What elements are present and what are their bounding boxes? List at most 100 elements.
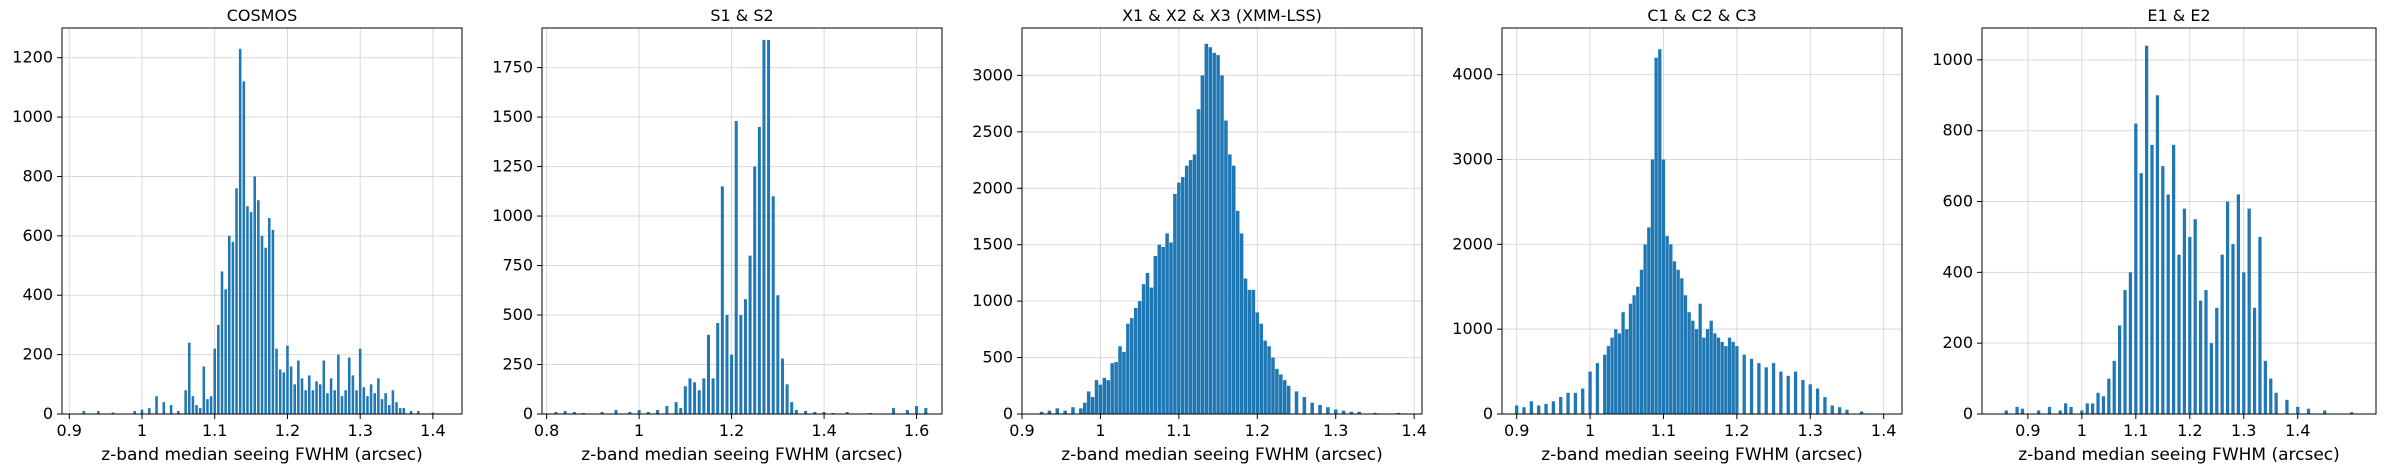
histogram-bar [1727, 337, 1732, 414]
histogram-bar [776, 295, 780, 414]
histogram-bar [282, 372, 286, 414]
histogram-bar [184, 390, 187, 414]
histogram-bar [1251, 289, 1256, 414]
histogram-bar [1126, 323, 1130, 414]
histogram-bar [1294, 391, 1299, 414]
histogram-bar [771, 196, 775, 414]
histogram-bar [891, 408, 895, 414]
histogram-bar [384, 393, 387, 414]
histogram-bar [1654, 57, 1658, 414]
histogram-bar [2258, 236, 2262, 414]
histogram-bar [905, 410, 909, 414]
histogram-bar [1529, 401, 1534, 414]
histogram-bar [2188, 236, 2192, 414]
histogram-bar [1133, 307, 1138, 414]
x-tick-label: 1.1 [2123, 421, 2148, 440]
histogram-bar [1181, 176, 1185, 414]
x-tick-label: 1 [1585, 421, 1595, 440]
histogram-bar [1086, 391, 1091, 414]
histogram-bar [1373, 412, 1377, 414]
histogram-bar [2350, 412, 2354, 414]
histogram-bar [1102, 377, 1107, 414]
histogram-bar [2274, 392, 2278, 414]
histogram-bar [1247, 289, 1252, 414]
histogram-bar [2204, 290, 2208, 414]
y-tick-label: 3000 [972, 65, 1013, 84]
histogram-bar [697, 390, 701, 414]
histogram-bar [329, 378, 333, 414]
histogram-bar [1094, 380, 1099, 414]
histogram-bar [1551, 401, 1556, 414]
histogram-bar [1071, 407, 1075, 414]
histogram-bar [1757, 363, 1761, 414]
histogram-bar [1603, 354, 1607, 414]
histogram-bar [1169, 242, 1173, 414]
histogram-bar [2004, 410, 2008, 414]
x-tick-label: 1.4 [1401, 421, 1426, 440]
histogram-bar [1153, 255, 1158, 414]
histogram-bar [1341, 410, 1346, 414]
y-tick-label: 1000 [972, 291, 1013, 310]
histogram-bar [794, 410, 798, 414]
histogram-bar [1537, 405, 1541, 414]
histogram-bar [1859, 411, 1864, 414]
histogram-bar [1118, 346, 1122, 414]
histogram-bar [1161, 246, 1165, 414]
histogram-bar [1625, 329, 1629, 414]
histogram-bar [683, 386, 687, 414]
histogram-bar [155, 396, 158, 414]
histogram-bar [1735, 346, 1739, 414]
histogram-bar [2139, 173, 2143, 414]
histogram-bar [1705, 329, 1710, 414]
histogram-bar [1581, 388, 1585, 414]
histogram-bar [1793, 371, 1798, 414]
chart-title: S1 & S2 [710, 6, 773, 25]
chart-c1-c2-c3: 0.9 1 1.1 1.2 1.3 1.4 0 1000 2000 3000 4000 C1 & C2… [1452, 6, 1903, 465]
histogram-bar [1149, 287, 1154, 414]
histogram-bar [1595, 363, 1600, 414]
x-tick-label: 0.9 [1009, 421, 1034, 440]
histogram-bar [1204, 43, 1209, 414]
histogram-bar [1779, 371, 1783, 414]
histogram-bar [1617, 333, 1622, 414]
histogram-bar [1177, 182, 1181, 414]
histogram-bar [249, 212, 253, 414]
histogram-bar [1141, 284, 1146, 414]
plot-frame [1501, 27, 1903, 415]
histogram-bar [318, 384, 322, 414]
x-tick-label: 1.2 [719, 421, 744, 440]
histogram-bar [1302, 397, 1307, 414]
histogram-bar [924, 408, 928, 414]
y-tick-label: 4000 [1452, 65, 1493, 84]
histogram-bar [1188, 160, 1193, 414]
histogram-bar [822, 412, 826, 414]
histogram-bar [1333, 409, 1338, 414]
histogram-bar [1173, 193, 1177, 414]
x-tick-label: 1.4 [811, 421, 836, 440]
histogram-bar [224, 289, 227, 414]
histogram-bar [1669, 244, 1673, 414]
histogram-bar [308, 375, 311, 414]
histogram-bar [191, 396, 195, 414]
histogram-bar [2123, 290, 2127, 414]
histogram-bar [1665, 235, 1669, 414]
y-tick-label: 800 [22, 166, 53, 185]
histogram-bar [337, 354, 340, 414]
chart-title: E1 & E2 [2147, 6, 2210, 25]
histogram-bar [1709, 320, 1713, 414]
histogram-bar [402, 408, 406, 414]
y-tick-label: 1500 [492, 107, 533, 126]
histogram-bar [743, 299, 747, 414]
histogram-bar [2155, 95, 2160, 415]
histogram-bar [366, 396, 369, 414]
histogram-bar [1764, 367, 1768, 414]
histogram-bar [1522, 407, 1526, 414]
histogram-bar [1658, 49, 1662, 414]
histogram-bar [1110, 363, 1114, 414]
histogram-bar [177, 411, 180, 414]
x-tick-label: 1.4 [420, 421, 445, 440]
histogram-bar [674, 402, 678, 414]
histogram-bar [373, 393, 376, 414]
histogram-bar [790, 402, 794, 414]
histogram-bar [2306, 408, 2311, 414]
